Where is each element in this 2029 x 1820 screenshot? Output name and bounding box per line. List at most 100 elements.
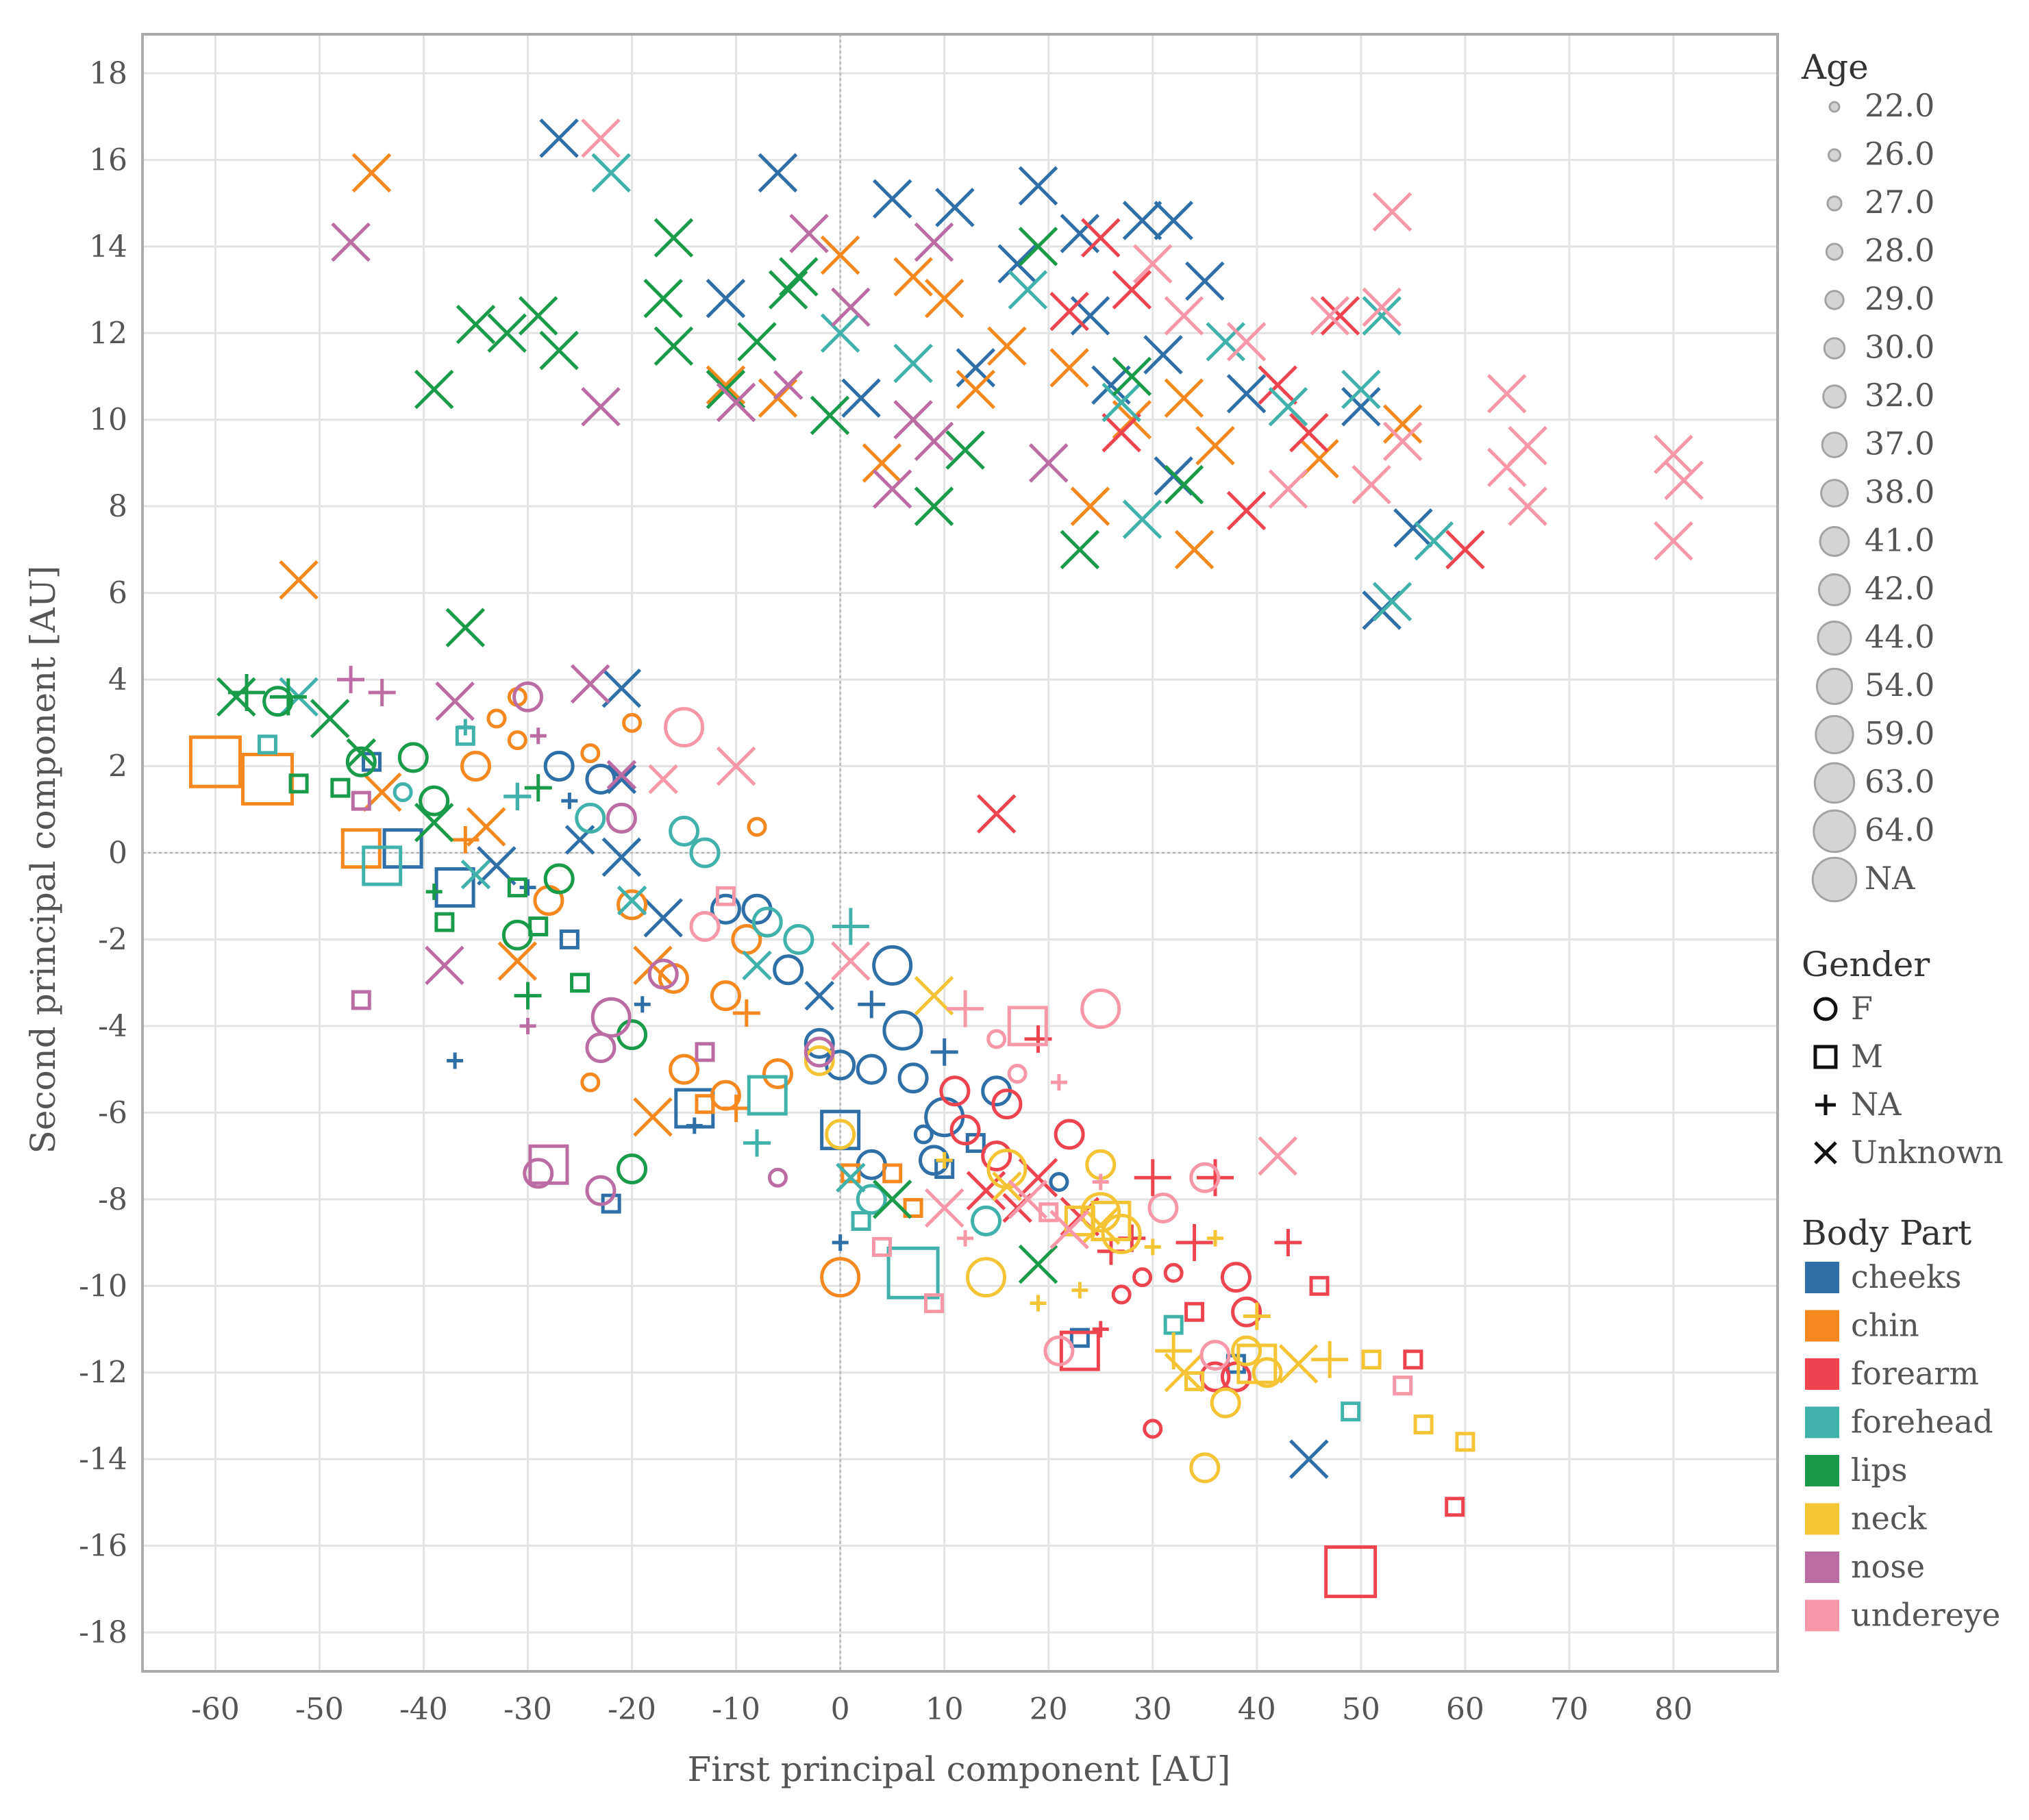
point-gender-unknown [1008, 270, 1048, 310]
point-male [528, 916, 549, 936]
point-male [188, 735, 242, 788]
point-gender-unknown [1101, 412, 1141, 453]
point-female [512, 681, 544, 712]
point-gender-unknown [1486, 447, 1527, 488]
point-female [523, 1158, 554, 1189]
x-tick-label: -30 [503, 1692, 552, 1727]
point-female [419, 785, 450, 816]
point-gender-unknown [1268, 386, 1308, 427]
point-male [1403, 1349, 1423, 1370]
point-gender-na [743, 1129, 771, 1157]
point-female [710, 893, 741, 925]
point-gender-unknown [310, 699, 350, 738]
point-gender-unknown [706, 365, 746, 405]
point-gender-unknown [1122, 499, 1162, 539]
point-gender-unknown [1028, 443, 1069, 483]
y-tick-label: -18 [79, 1615, 127, 1650]
point-female [913, 1124, 934, 1145]
point-male [747, 1075, 788, 1116]
body-part-legend-label: cheeks [1851, 1258, 1961, 1295]
point-gender-unknown [643, 278, 683, 319]
point-gender-na [722, 1095, 750, 1123]
point-female [882, 1010, 923, 1051]
point-female [1007, 1063, 1028, 1084]
point-gender-unknown [460, 859, 491, 890]
point-gender-unknown [976, 794, 1017, 834]
point-male [695, 1042, 715, 1062]
point-gender-unknown [914, 222, 954, 262]
point-gender-unknown [742, 950, 772, 981]
point-gender-unknown [1445, 529, 1485, 570]
x-tick-label: 40 [1238, 1692, 1276, 1727]
point-gender-na [524, 774, 552, 802]
point-gender-unknown [773, 370, 804, 400]
point-female [1199, 1339, 1231, 1371]
point-female [617, 889, 648, 921]
y-tick-label: 12 [89, 316, 127, 351]
y-tick-label: 0 [108, 836, 127, 871]
point-gender-na [1274, 1229, 1302, 1257]
legend-body-part-title: Body Part [1802, 1213, 1971, 1253]
point-gender-unknown [425, 945, 464, 986]
point-male [528, 1144, 569, 1185]
age-size-marker [1818, 573, 1851, 606]
point-gender-unknown [804, 980, 835, 1011]
age-size-marker [1813, 762, 1856, 804]
point-gender-na [1030, 1295, 1047, 1312]
series-lips [216, 218, 1204, 1284]
x-tick-label: -20 [608, 1692, 656, 1727]
point-female [783, 923, 814, 955]
point-gender-unknown [1049, 348, 1089, 388]
point-female [543, 751, 575, 782]
point-female [507, 730, 527, 751]
point-gender-unknown [1101, 382, 1141, 423]
point-female [939, 1075, 971, 1107]
age-legend-label: 41.0 [1865, 522, 1934, 559]
x-tick-label: 70 [1550, 1692, 1589, 1727]
point-gender-unknown [279, 560, 319, 600]
point-gender-unknown [1195, 425, 1235, 466]
point-female [590, 997, 632, 1038]
point-male [1445, 1497, 1465, 1517]
point-male [1059, 1330, 1100, 1371]
point-gender-unknown [1664, 460, 1704, 501]
body-part-legend-label: neck [1851, 1500, 1928, 1537]
point-gender-unknown [1143, 335, 1183, 375]
age-size-marker [1826, 195, 1843, 212]
point-gender-unknown [1070, 486, 1110, 526]
point-male [882, 1163, 903, 1184]
body-part-swatch [1805, 1406, 1839, 1438]
point-male [923, 1293, 944, 1314]
point-gender-na [947, 990, 984, 1027]
body-part-legend-label: lips [1851, 1451, 1907, 1488]
point-gender-unknown [1122, 201, 1162, 240]
point-female [262, 686, 294, 717]
gender-legend-label: F [1851, 990, 1873, 1027]
point-gender-na [1134, 1159, 1171, 1197]
point-gender-na [519, 879, 536, 896]
point-gender-na [1311, 1341, 1349, 1378]
point-male [1064, 1205, 1095, 1236]
point-gender-unknown [617, 885, 647, 916]
point-female [897, 1062, 929, 1094]
legend-age-items: 22.0 26.0 27.0 28.0 29.0 30.0 32.0 37.0 38.0 41.0… [1811, 87, 1934, 903]
point-gender-unknown [956, 348, 996, 388]
point-female [580, 1072, 601, 1093]
point-gender-unknown [1268, 469, 1308, 509]
point-gender-na [337, 666, 365, 694]
point-gender-unknown [1226, 322, 1267, 362]
point-gender-unknown [1226, 374, 1267, 414]
y-tick-label: 2 [108, 749, 127, 784]
point-female [1189, 1452, 1221, 1484]
point-male [330, 777, 351, 798]
y-tick-label: -4 [98, 1009, 127, 1044]
age-size-marker [1821, 432, 1848, 458]
point-male [903, 1197, 923, 1218]
y-tick-label: 18 [89, 56, 127, 91]
point-female [1231, 1335, 1262, 1367]
data-points [188, 118, 1704, 1599]
y-tick-label: -2 [98, 922, 127, 957]
age-size-marker [1819, 526, 1850, 557]
point-male [1341, 1401, 1361, 1422]
y-tick-label: 10 [89, 403, 127, 438]
